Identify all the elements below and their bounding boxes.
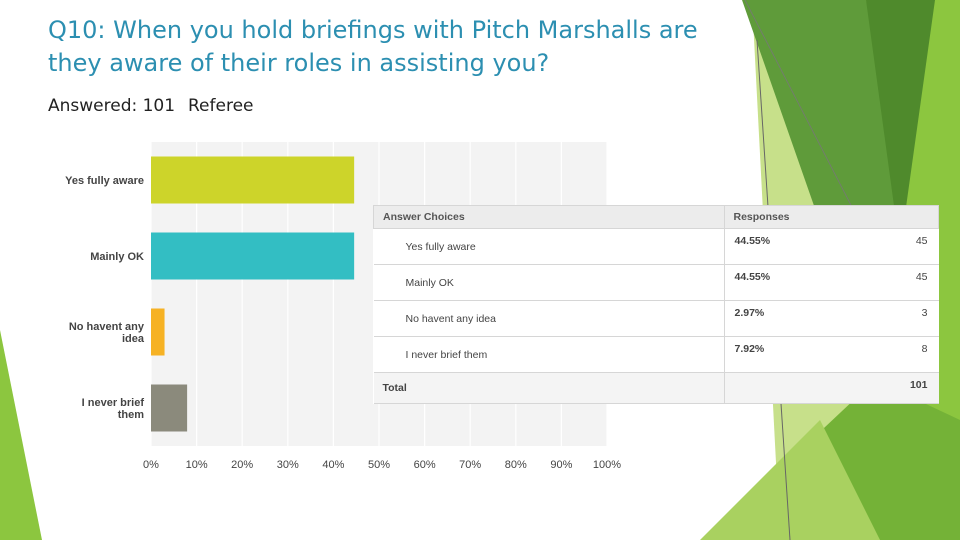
header-answer-choices: Answer Choices [373,205,725,229]
percent-cell: 2.97% [724,300,868,337]
x-tick-label: 0% [143,459,159,471]
x-tick-label: 60% [414,459,436,471]
x-tick-label: 20% [231,459,253,471]
category-label: No havent any idea [69,321,145,345]
table-total-row: Total 101 [373,372,939,404]
answered-count: Answered: 101 [48,96,176,116]
bar [151,156,355,204]
slide-title: Q10: When you hold briefings with Pitch … [48,16,698,77]
bar [151,308,165,356]
choice-cell: Yes fully aware [373,228,725,265]
count-cell: 8 [867,336,939,373]
choice-cell: I never brief them [373,336,725,373]
x-tick-label: 10% [186,459,208,471]
category-label: Yes fully aware [65,175,144,187]
table-header-row: Answer Choices Responses [373,205,939,229]
percent-cell: 7.92% [724,336,868,373]
table-row: No havent any idea 2.97% 3 [373,300,939,337]
bar [151,384,188,432]
percent-cell: 44.55% [724,264,868,301]
category-label: I never brief them [82,397,145,421]
count-cell: 3 [867,300,939,337]
choice-cell: No havent any idea [373,300,725,337]
total-label: Total [373,372,725,404]
percent-cell: 44.55% [724,228,868,265]
left-accent-shape [0,330,42,540]
right-darker-shape [866,0,935,250]
x-tick-label: 70% [459,459,481,471]
x-tick-label: 50% [368,459,390,471]
x-tick-label: 90% [550,459,572,471]
table-row: I never brief them 7.92% 8 [373,336,939,373]
header-responses: Responses [723,205,939,229]
bar [151,232,355,280]
count-cell: 45 [867,228,939,265]
x-tick-label: 40% [322,459,344,471]
x-tick-label: 80% [505,459,527,471]
choice-cell: Mainly OK [373,264,725,301]
respondent-group: Referee [188,96,254,116]
bottom-light-shape [700,420,880,540]
category-label: Mainly OK [90,251,144,263]
response-table: Answer Choices Responses Yes fully aware… [373,205,939,404]
x-tick-label: 100% [593,459,621,471]
total-value: 101 [724,372,939,404]
x-tick-label: 30% [277,459,299,471]
count-cell: 45 [867,264,939,301]
table-row: Yes fully aware 44.55% 45 [373,228,939,265]
table-row: Mainly OK 44.55% 45 [373,264,939,301]
